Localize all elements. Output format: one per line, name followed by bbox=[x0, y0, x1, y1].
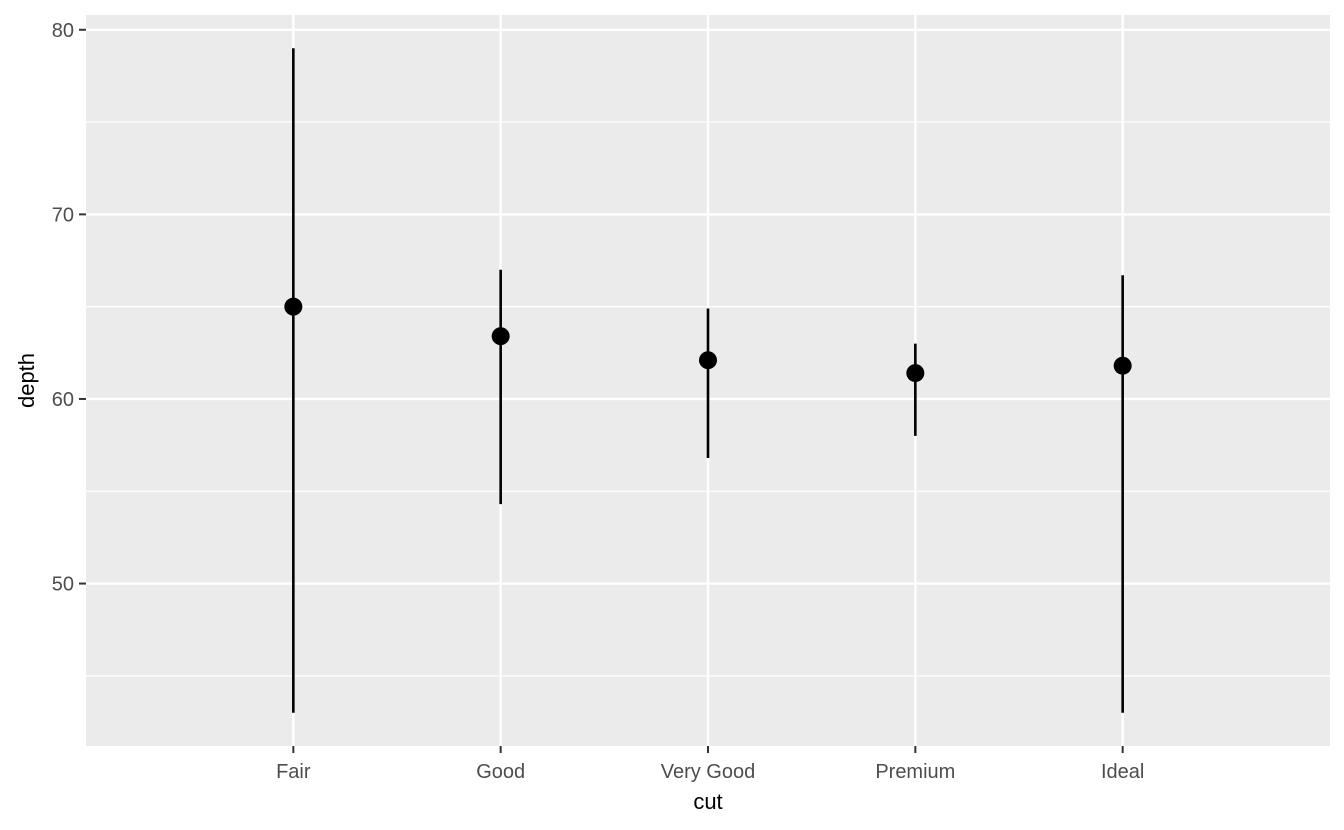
point-premium bbox=[906, 364, 925, 383]
y-axis: 50 60 70 80 bbox=[52, 20, 86, 596]
point-good bbox=[491, 327, 510, 346]
x-tick-label-premium: Premium bbox=[875, 761, 955, 783]
x-axis: Fair Good Very Good Premium Ideal bbox=[276, 746, 1144, 783]
x-tick-label-good: Good bbox=[476, 761, 525, 783]
x-tick-label-very-good: Very Good bbox=[661, 761, 756, 783]
point-ideal bbox=[1113, 356, 1132, 375]
y-tick-label-60: 60 bbox=[52, 389, 74, 411]
x-tick-label-fair: Fair bbox=[276, 761, 311, 783]
y-tick-label-70: 70 bbox=[52, 204, 74, 226]
point-fair bbox=[284, 297, 303, 316]
x-tick-label-ideal: Ideal bbox=[1101, 761, 1144, 783]
y-axis-title: depth bbox=[14, 353, 39, 408]
y-tick-label-80: 80 bbox=[52, 20, 74, 42]
point-very-good bbox=[699, 351, 717, 370]
y-tick-label-50: 50 bbox=[52, 574, 74, 596]
x-axis-title: cut bbox=[693, 789, 722, 814]
data-marks bbox=[284, 48, 1132, 713]
